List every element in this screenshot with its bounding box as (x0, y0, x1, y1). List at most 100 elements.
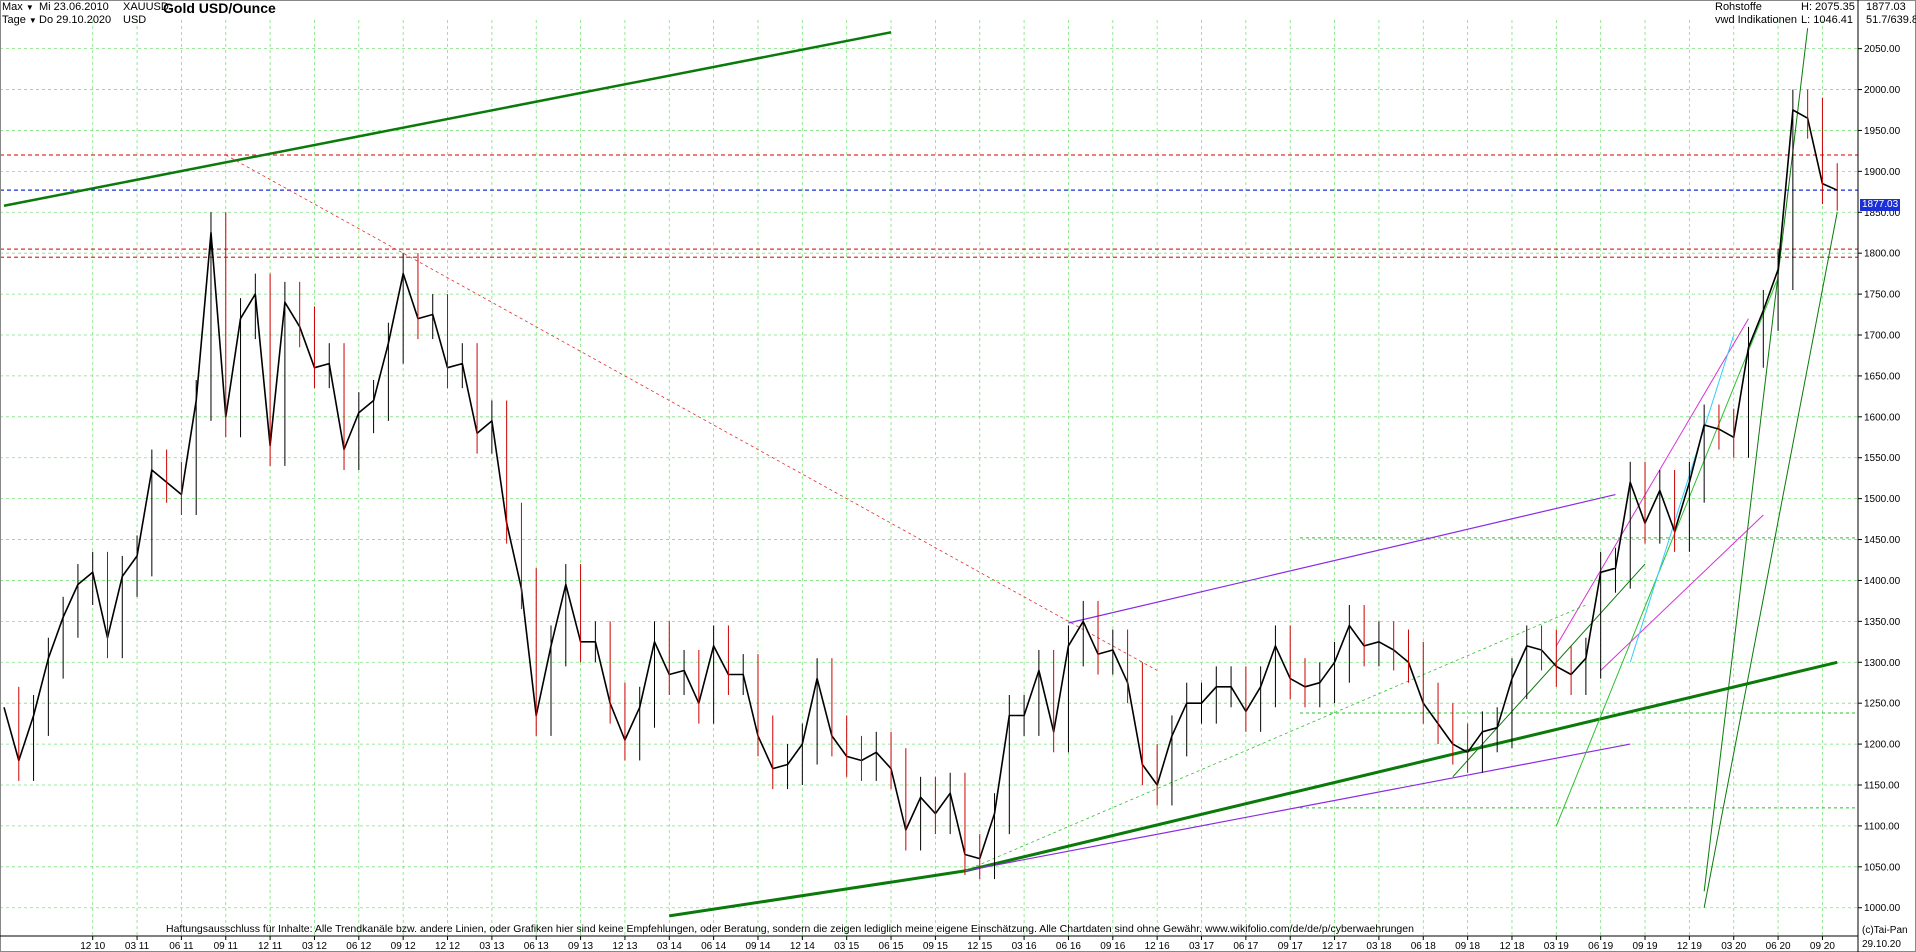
y-tick-label: 1100.00 (1864, 821, 1900, 832)
trendline (964, 604, 1587, 872)
x-tick-label: 03 19 (1544, 941, 1569, 952)
symbol-label: XAUUSD (123, 1, 169, 13)
chevron-down-icon: ▼ (25, 3, 34, 12)
x-tick-label: 03 12 (302, 941, 327, 952)
y-tick-label: 2050.00 (1864, 44, 1901, 55)
trendline (1703, 212, 1838, 908)
x-tick-label: 12 19 (1677, 941, 1702, 952)
y-tick-label: 1850.00 (1864, 208, 1901, 219)
y-tick-label: 1800.00 (1864, 249, 1901, 260)
y-tick-label: 1050.00 (1864, 862, 1901, 873)
x-tick-label: 06 13 (524, 941, 549, 952)
trendline (1452, 563, 1646, 778)
y-tick-label: 1250.00 (1864, 699, 1901, 710)
x-tick-label: 09 20 (1810, 941, 1835, 952)
x-tick-label: 09 11 (214, 941, 239, 952)
chevron-down-icon: ▼ (28, 16, 37, 25)
trendline (1703, 28, 1809, 892)
y-tick-label: 1650.00 (1864, 371, 1901, 382)
x-tick-label: 09 18 (1455, 941, 1480, 952)
current-price-tag: 1877.03 (1860, 199, 1901, 211)
high-label: H: 2075.35 (1801, 1, 1855, 13)
price-series (3, 89, 1838, 880)
y-tick-label: 1000.00 (1864, 903, 1901, 914)
y-tick-label: 1500.00 (1864, 494, 1901, 505)
y-tick-label: 1350.00 (1864, 617, 1901, 628)
x-tick-label: 12 13 (612, 941, 637, 952)
range-label: Max (2, 1, 23, 13)
y-tick-label: 1950.00 (1864, 126, 1901, 137)
trendline (1629, 334, 1735, 663)
currency-label: USD (123, 14, 147, 26)
x-tick-label: 12 16 (1145, 941, 1170, 952)
grid-layer (0, 20, 1858, 936)
x-tick-label: 03 15 (834, 941, 859, 952)
trendline (1600, 514, 1764, 671)
range-dropdown[interactable]: Max ▼ (2, 1, 34, 14)
y-tick-label: 1300.00 (1864, 658, 1901, 669)
trendlines (3, 28, 1838, 918)
x-tick-label: 03 16 (1012, 941, 1037, 952)
y-tick-label: 1700.00 (1864, 331, 1901, 342)
period-dropdown[interactable]: Tage ▼ (2, 14, 37, 27)
x-tick-label: 09 13 (568, 941, 593, 952)
low-label: L: 1046.41 (1801, 14, 1853, 26)
x-tick-label: 06 18 (1411, 941, 1436, 952)
x-tick-label: 12 12 (435, 941, 460, 952)
trendline (964, 660, 1838, 873)
x-tick-label: 06 14 (701, 941, 726, 952)
x-tick-label: 09 14 (745, 941, 770, 952)
y-tick-label: 2000.00 (1864, 85, 1901, 96)
trendline (1555, 277, 1779, 827)
y-tick-label: 1600.00 (1864, 412, 1901, 423)
trendline (669, 869, 966, 918)
period-label: Tage (2, 14, 26, 26)
category-label: Rohstoffe (1715, 1, 1762, 13)
y-tick-label: 1150.00 (1864, 781, 1900, 792)
x-tick-label: 09 16 (1100, 941, 1125, 952)
y-tick-label: 1400.00 (1864, 576, 1901, 587)
x-tick-label: 03 18 (1366, 941, 1391, 952)
x-tick-label: 03 20 (1721, 941, 1746, 952)
x-tick-label: 12 14 (790, 941, 815, 952)
change-label: 51.7/639.8 (1866, 14, 1916, 26)
date-from: Mi 23.06.2010 (39, 1, 109, 13)
y-tick-label: 1900.00 (1864, 167, 1901, 178)
x-tick-label: 06 20 (1766, 941, 1791, 952)
x-tick-label: 06 17 (1233, 941, 1258, 952)
y-tick-label: 1450.00 (1864, 535, 1901, 546)
chart-title: Gold USD/Ounce (163, 0, 276, 16)
trendline (225, 154, 1158, 671)
x-tick-label: 09 15 (923, 941, 948, 952)
x-tick-label: 03 17 (1189, 941, 1214, 952)
x-tick-label: 06 19 (1588, 941, 1613, 952)
trendline (1555, 318, 1749, 647)
x-tick-label: 12 18 (1499, 941, 1524, 952)
copyright-label: (c)Tai-Pan (1862, 925, 1908, 936)
x-tick-label: 12 10 (80, 941, 105, 952)
x-tick-label: 06 11 (169, 941, 194, 952)
date-to: Do 29.10.2020 (39, 14, 112, 26)
x-tick-label: 12 15 (967, 941, 992, 952)
x-tick-label: 06 15 (879, 941, 904, 952)
trendline (3, 31, 892, 207)
x-tick-label: 12 17 (1322, 941, 1347, 952)
x-tick-label: 09 17 (1278, 941, 1303, 952)
x-tick-label: 03 13 (479, 941, 504, 952)
y-tick-label: 1200.00 (1864, 740, 1901, 751)
x-tick-label: 03 14 (657, 941, 682, 952)
y-tick-label: 1750.00 (1864, 290, 1901, 301)
end-date-label: 29.10.20 (1862, 939, 1901, 950)
x-tick-label: 06 16 (1056, 941, 1081, 952)
y-tick-label: 1550.00 (1864, 453, 1901, 464)
x-tick-label: 06 12 (346, 941, 371, 952)
horizontal-levels (0, 154, 1858, 809)
x-tick-label: 12 11 (258, 941, 283, 952)
disclaimer-text: Haftungsausschluss für Inhalte: Alle Tre… (166, 923, 1414, 935)
x-tick-label: 03 11 (125, 941, 150, 952)
last-price-label: 1877.03 (1866, 1, 1906, 13)
